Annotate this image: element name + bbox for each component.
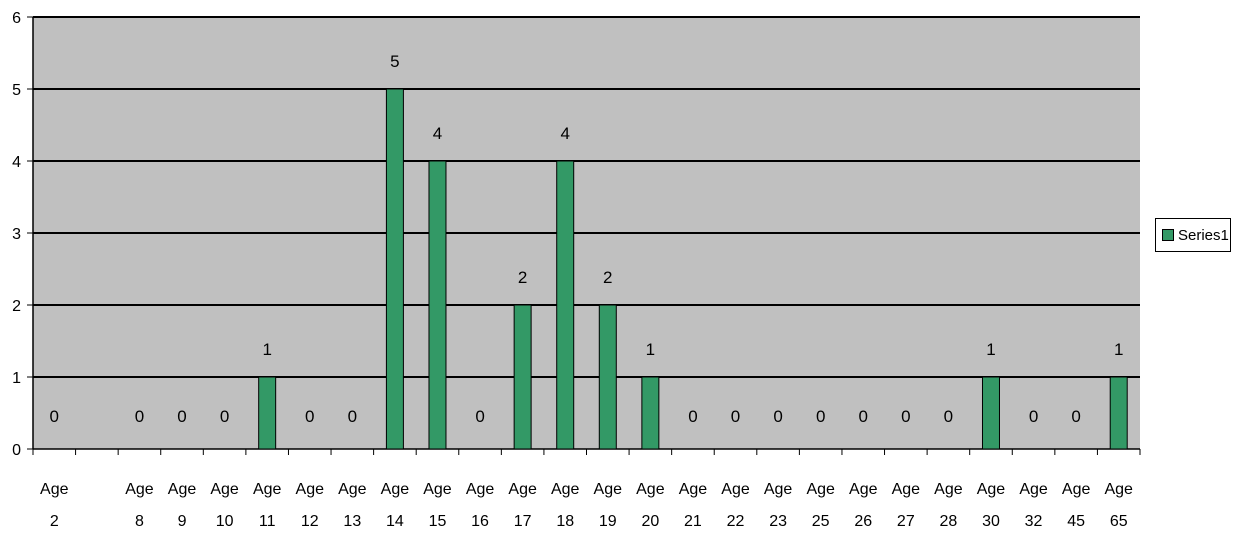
data-label: 0 [731,407,740,426]
data-label: 0 [944,407,953,426]
x-tick-label: Age [849,481,878,498]
data-label: 0 [816,407,825,426]
y-tick-label: 5 [12,82,21,99]
x-tick-label: 18 [556,513,574,530]
bar [598,304,617,450]
bar [513,304,532,450]
data-label: 1 [646,340,655,359]
x-tick-label: 21 [684,513,702,530]
data-label: 0 [177,407,186,426]
x-tick-label: 27 [897,513,915,530]
data-label: 0 [859,407,868,426]
data-label: 2 [603,268,612,287]
x-tick-label: 10 [216,513,234,530]
x-tick-label: Age [594,481,623,498]
x-tick-label: Age [764,481,793,498]
data-label: 0 [50,407,59,426]
y-tick-label: 0 [12,442,21,459]
data-label: 1 [986,340,995,359]
x-tick-label: Age [253,481,282,498]
x-tick-label: 8 [135,513,144,530]
x-tick-label: Age [934,481,963,498]
data-label: 0 [475,407,484,426]
data-label: 0 [1029,407,1038,426]
data-label: 0 [135,407,144,426]
x-tick-label: 28 [940,513,958,530]
x-tick-label: 32 [1025,513,1043,530]
bar [1109,376,1128,450]
x-tick-label: Age [1104,481,1133,498]
legend: Series1 [1155,218,1231,252]
x-tick-label: Age [125,481,154,498]
x-tick-label: 11 [259,513,276,530]
x-tick-label: Age [381,481,410,498]
bar [641,376,660,450]
y-tick-label: 3 [12,226,21,243]
data-label: 0 [688,407,697,426]
data-label: 0 [1071,407,1080,426]
x-tick-label: Age [1019,481,1048,498]
y-tick-label: 2 [12,298,21,315]
x-tick-label: 17 [514,513,532,530]
data-label: 0 [901,407,910,426]
bar [981,376,1000,450]
x-tick-label: 15 [429,513,447,530]
x-tick-label: 12 [301,513,319,530]
bar [258,376,277,450]
y-tick-label: 6 [12,10,21,27]
x-tick-label: 2 [50,513,59,530]
x-tick-label: 45 [1067,513,1085,530]
bar [428,160,447,450]
x-tick-label: 13 [343,513,361,530]
x-tick-label: 23 [769,513,787,530]
x-tick-label: Age [679,481,708,498]
x-tick-label: 22 [727,513,745,530]
x-tick-label: 25 [812,513,830,530]
x-tick-label: Age [551,481,580,498]
data-label: 2 [518,268,527,287]
x-tick-label: Age [636,481,665,498]
data-label: 1 [262,340,271,359]
data-label: 5 [390,52,399,71]
x-tick-label: Age [40,481,69,498]
data-label: 0 [220,407,229,426]
x-tick-label: Age [806,481,835,498]
legend-swatch [1162,229,1174,241]
x-tick-label: 30 [982,513,1000,530]
x-tick-label: Age [721,481,750,498]
legend-label-series1: Series1 [1178,226,1229,244]
x-tick-label: 65 [1110,513,1128,530]
x-tick-label: Age [423,481,452,498]
x-tick-label: Age [338,481,367,498]
data-label: 4 [560,124,569,143]
x-tick-label: 9 [178,513,187,530]
x-tick-label: 16 [471,513,489,530]
y-tick-label: 1 [12,370,21,387]
data-label: 0 [348,407,357,426]
x-tick-label: Age [1062,481,1091,498]
x-tick-label: Age [168,481,197,498]
data-label: 4 [433,124,442,143]
data-label: 1 [1114,340,1123,359]
x-tick-label: 14 [386,513,404,530]
x-tick-label: Age [508,481,537,498]
x-tick-label: Age [210,481,239,498]
x-tick-label: Age [466,481,495,498]
y-tick-label: 4 [12,154,21,171]
bar [556,160,575,450]
x-tick-label: Age [977,481,1006,498]
x-tick-label: 20 [641,513,659,530]
x-tick-label: Age [892,481,921,498]
bar [385,88,404,450]
x-tick-label: 19 [599,513,617,530]
data-label: 0 [773,407,782,426]
x-tick-label: 26 [854,513,872,530]
data-label: 0 [305,407,314,426]
x-tick-label: Age [296,481,325,498]
